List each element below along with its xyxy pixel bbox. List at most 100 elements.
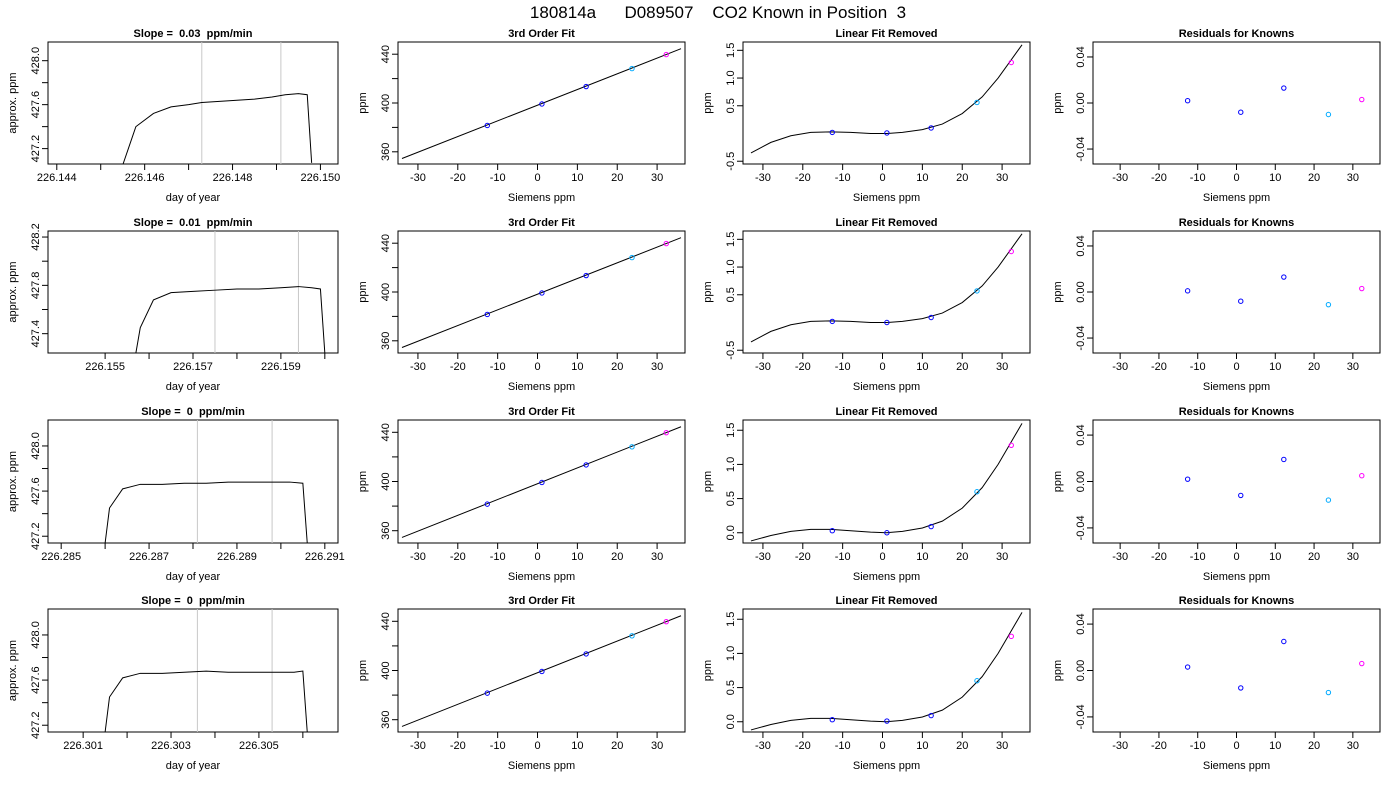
x-tick-label: 30 (1347, 361, 1359, 373)
y-axis-label: ppm (1052, 281, 1064, 302)
fit-curve (401, 426, 682, 538)
y-tick-label: 0.0 (725, 714, 737, 729)
x-tick-label: 0 (1233, 551, 1239, 563)
data-point (1325, 689, 1332, 696)
panels: Slope = 0.03 ppm/min 226.144 226.146 226.14… (7, 28, 1381, 772)
data-point (484, 311, 490, 318)
x-tick-label: 10 (916, 361, 928, 373)
x-axis-label: Siemens ppm (508, 760, 575, 772)
x-tick-label: -30 (755, 361, 771, 373)
data-point (583, 651, 589, 657)
x-axis-label: day of year (166, 760, 221, 772)
plot-area (104, 609, 308, 732)
data-point (629, 444, 635, 450)
y-tick-label: 360 (380, 332, 392, 350)
plot-frame (742, 608, 1031, 733)
x-axis-label: Siemens ppm (1203, 192, 1270, 204)
y-tick-label: 1.5 (725, 43, 737, 58)
y-tick-label: 428.0 (30, 621, 42, 649)
x-tick-label: 226.150 (301, 172, 341, 184)
panel-title: Slope = 0.01 ppm/min (134, 217, 253, 229)
x-tick-label: 30 (651, 740, 663, 752)
y-tick-label: 1.0 (725, 457, 737, 472)
y-axis-label: approx. ppm (7, 261, 19, 322)
y-tick-label: 0.04 (1075, 424, 1087, 445)
x-tick-label: -30 (1112, 551, 1128, 563)
plot-area (750, 612, 1023, 731)
panel-2: Linear Fit Removed -30 -20 -10 0 10 20 30 Siemen… (702, 28, 1031, 204)
x-tick-label: -30 (755, 172, 771, 184)
panel-7: Residuals for Knowns -30 -20 -10 0 10 20 30 Siem… (1052, 217, 1381, 393)
x-axis-label: Siemens ppm (853, 760, 920, 772)
series-line (104, 481, 308, 543)
x-tick-label: -20 (450, 551, 466, 563)
y-tick-label: 0.00 (1075, 471, 1087, 492)
panel-title: Linear Fit Removed (835, 406, 937, 418)
x-tick-label: -30 (1112, 361, 1128, 373)
y-tick-label: -0.04 (1075, 325, 1087, 350)
y-axis-label: approx. ppm (7, 72, 19, 133)
series-line (104, 670, 308, 732)
plot-area (1184, 85, 1365, 118)
y-tick-label: 428.2 (30, 223, 42, 251)
y-axis-label: ppm (1052, 92, 1064, 113)
x-tick-label: 20 (611, 740, 623, 752)
x-tick-label: -10 (490, 551, 506, 563)
panel-8: Slope = 0 ppm/min 226.285 226.287 226.289 22… (7, 406, 345, 583)
fit-curve (750, 423, 1023, 542)
plot-area (750, 233, 1023, 343)
x-tick-label: 226.289 (217, 551, 257, 563)
y-tick-label: 360 (380, 522, 392, 540)
x-tick-label: 20 (611, 551, 623, 563)
data-point (1008, 248, 1014, 255)
x-tick-label: 30 (651, 361, 663, 373)
y-tick-label: 0.04 (1075, 613, 1087, 634)
y-tick-label: 1.0 (725, 70, 737, 85)
data-point (539, 101, 545, 107)
data-point (974, 288, 980, 294)
x-axis-label: day of year (166, 381, 221, 393)
x-tick-label: 10 (571, 172, 583, 184)
y-tick-label: -0.5 (725, 341, 737, 360)
data-point (829, 717, 835, 723)
y-tick-label: 1.5 (725, 423, 737, 438)
x-axis-label: Siemens ppm (1203, 571, 1270, 583)
y-tick-label: 428.0 (30, 432, 42, 460)
x-axis-label: Siemens ppm (853, 381, 920, 393)
figure-title: 180814a D089507 CO2 Known in Position 3 (530, 3, 906, 22)
x-axis-label: Siemens ppm (853, 192, 920, 204)
plot-area (401, 48, 682, 159)
data-point (1008, 442, 1014, 448)
plot-area (1184, 456, 1365, 503)
x-tick-label: -30 (410, 172, 426, 184)
panel-title: Slope = 0 ppm/min (141, 406, 245, 418)
panel-title: Linear Fit Removed (835, 217, 937, 229)
y-tick-label: 427.4 (30, 320, 42, 348)
x-axis-label: Siemens ppm (1203, 760, 1270, 772)
data-point (1008, 633, 1014, 640)
plot-frame (742, 230, 1031, 354)
y-tick-label: 1.5 (725, 612, 737, 627)
panel-title: Linear Fit Removed (835, 28, 937, 40)
x-tick-label: -10 (835, 172, 851, 184)
x-tick-label: 226.305 (239, 740, 279, 752)
y-tick-label: 400 (380, 472, 392, 490)
fit-curve (750, 612, 1023, 731)
x-axis-label: day of year (166, 571, 221, 583)
x-tick-label: 10 (916, 740, 928, 752)
y-tick-label: 427.6 (30, 91, 42, 119)
plot-area (1184, 274, 1365, 308)
data-point (928, 523, 934, 530)
plot-area (401, 426, 682, 538)
y-tick-label: 1.5 (725, 232, 737, 247)
data-point (1184, 288, 1191, 294)
data-point (829, 318, 835, 325)
x-tick-label: -20 (450, 172, 466, 184)
data-point (884, 718, 890, 724)
y-axis-label: ppm (357, 281, 369, 302)
plot-area (135, 231, 326, 353)
x-tick-label: 10 (571, 740, 583, 752)
data-point (928, 125, 934, 131)
data-point (583, 462, 589, 468)
